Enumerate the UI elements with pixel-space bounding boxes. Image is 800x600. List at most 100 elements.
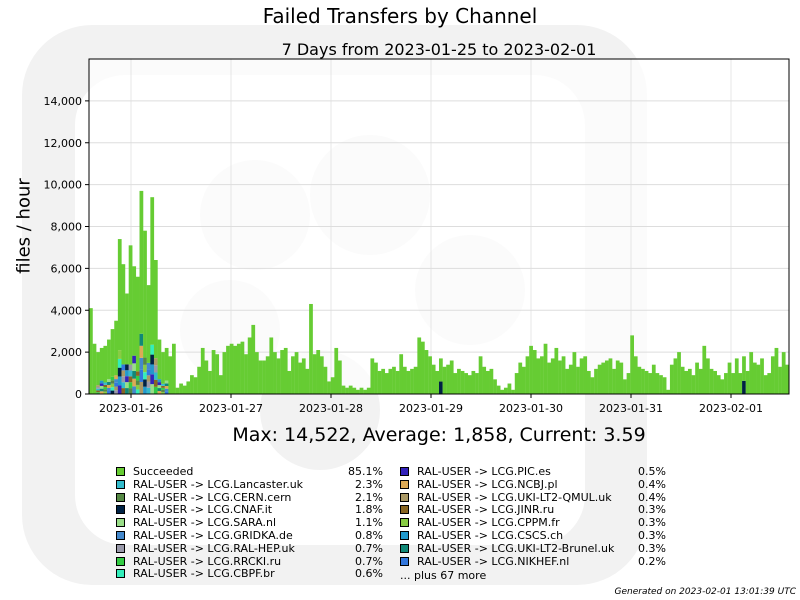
bar-segment-failed	[143, 364, 147, 373]
bar-segment-failed	[150, 344, 155, 355]
bar-succeeded	[193, 377, 198, 394]
generated-footer: Generated on 2023-02-01 13:01:39 UTC	[614, 587, 797, 597]
legend-percent: 1.8%	[355, 503, 383, 517]
legend-percent: 0.6%	[355, 567, 383, 581]
bar-succeeded	[467, 375, 472, 394]
bar-segment-failed	[99, 391, 104, 394]
legend-percent: 0.7%	[355, 554, 383, 568]
bar-segment-failed	[128, 382, 133, 389]
bar-succeeded	[457, 368, 461, 394]
bar-succeeded	[525, 356, 530, 394]
legend-label: RAL-USER -> LCG.RRCKI.ru	[133, 554, 282, 568]
bar-segment-failed	[146, 362, 151, 370]
x-tick-label: 2023-01-31	[599, 402, 663, 415]
bar-segment-failed	[121, 370, 126, 377]
bar-succeeded	[236, 343, 241, 394]
bar-succeeded	[363, 389, 367, 394]
bar-segment-failed	[153, 365, 158, 373]
bar-succeeded	[435, 370, 440, 394]
bar-succeeded	[157, 339, 162, 380]
bar-segment-failed	[143, 372, 147, 380]
bar-succeeded	[724, 373, 728, 394]
legend-label: RAL-USER -> LCG.UKI-LT2-QMUL.uk	[417, 490, 612, 504]
bar-succeeded	[89, 308, 93, 394]
bar-succeeded	[374, 362, 378, 394]
bar-succeeded	[301, 358, 306, 394]
bar-segment-failed	[110, 376, 115, 381]
bar-succeeded	[269, 337, 274, 394]
bar-succeeded	[460, 370, 465, 394]
bar-succeeded	[770, 356, 775, 394]
bar-succeeded	[561, 356, 566, 394]
bar-succeeded	[352, 387, 357, 394]
bar-succeeded	[680, 366, 685, 394]
bar-succeeded	[406, 370, 411, 394]
bar-segment-failed	[164, 383, 169, 387]
bar-succeeded	[529, 345, 533, 394]
bar-segment-failed	[139, 333, 144, 346]
bar-succeeded	[139, 190, 144, 334]
bar-succeeded	[778, 366, 782, 394]
bar-succeeded	[175, 387, 180, 394]
bar-succeeded	[410, 368, 414, 394]
bar-succeeded	[655, 373, 660, 394]
bar-succeeded	[319, 356, 324, 394]
legend-label: RAL-USER -> LCG.PIC.es	[417, 465, 551, 478]
bar-succeeded	[229, 343, 234, 394]
bar-succeeded	[135, 276, 140, 372]
bar-succeeded	[233, 345, 238, 394]
bar-succeeded	[99, 347, 104, 381]
bar-succeeded	[518, 362, 523, 394]
bar-succeeded	[356, 389, 360, 394]
bar-segment-failed	[135, 371, 140, 376]
legend-percent: 0.3%	[638, 503, 666, 517]
bar-succeeded	[507, 383, 512, 394]
bar-segment-failed	[114, 390, 119, 394]
bar-succeeded	[395, 370, 400, 394]
bar-segment-failed	[117, 367, 122, 377]
bar-segment-failed	[153, 386, 158, 394]
bar-succeeded	[453, 373, 458, 394]
bar-succeeded	[727, 362, 732, 394]
bar-succeeded	[287, 370, 292, 394]
bar-succeeded	[781, 352, 786, 394]
y-tick-label: 8,000	[51, 221, 83, 234]
legend-label: RAL-USER -> LCG.CPPM.fr	[417, 516, 560, 530]
bar-succeeded	[431, 364, 436, 394]
bar-succeeded	[305, 368, 310, 394]
bar-succeeded	[208, 370, 212, 394]
bar-succeeded	[565, 368, 570, 394]
bar-succeeded	[442, 366, 447, 394]
bar-succeeded	[327, 381, 331, 394]
bar-succeeded	[540, 356, 544, 394]
bar-segment-failed	[125, 382, 129, 389]
bar-succeeded	[601, 362, 606, 394]
bar-segment-failed	[107, 381, 111, 385]
legend-swatch	[116, 479, 125, 489]
bar-segment-failed	[121, 382, 126, 389]
legend-percent: 0.4%	[638, 477, 666, 491]
bar-succeeded	[197, 366, 202, 394]
y-tick-label: 6,000	[51, 262, 83, 275]
bar-succeeded	[218, 375, 223, 394]
x-tick-label: 2023-01-28	[299, 402, 363, 415]
bar-succeeded	[558, 360, 562, 394]
bar-succeeded	[298, 362, 303, 394]
legend-label: RAL-USER -> LCG.UKI-LT2-Brunel.uk	[417, 541, 615, 555]
bar-succeeded	[684, 370, 689, 394]
stats-summary: Max: 14,522, Average: 1,858, Current: 3.…	[232, 424, 646, 446]
bar-succeeded	[597, 364, 602, 394]
bar-succeeded	[471, 370, 476, 394]
bar-succeeded	[146, 285, 151, 363]
bar-segment-failed	[125, 370, 129, 377]
bar-succeeded	[117, 239, 122, 351]
bar-succeeded	[291, 356, 295, 394]
bar-succeeded	[121, 264, 126, 365]
bar-succeeded	[316, 350, 321, 394]
bar-succeeded	[485, 370, 490, 394]
bar-succeeded	[619, 362, 624, 394]
legend-swatch	[116, 518, 125, 528]
bar-segment-failed	[110, 380, 115, 384]
bar-succeeded	[186, 381, 191, 394]
bar-succeeded	[695, 362, 699, 394]
